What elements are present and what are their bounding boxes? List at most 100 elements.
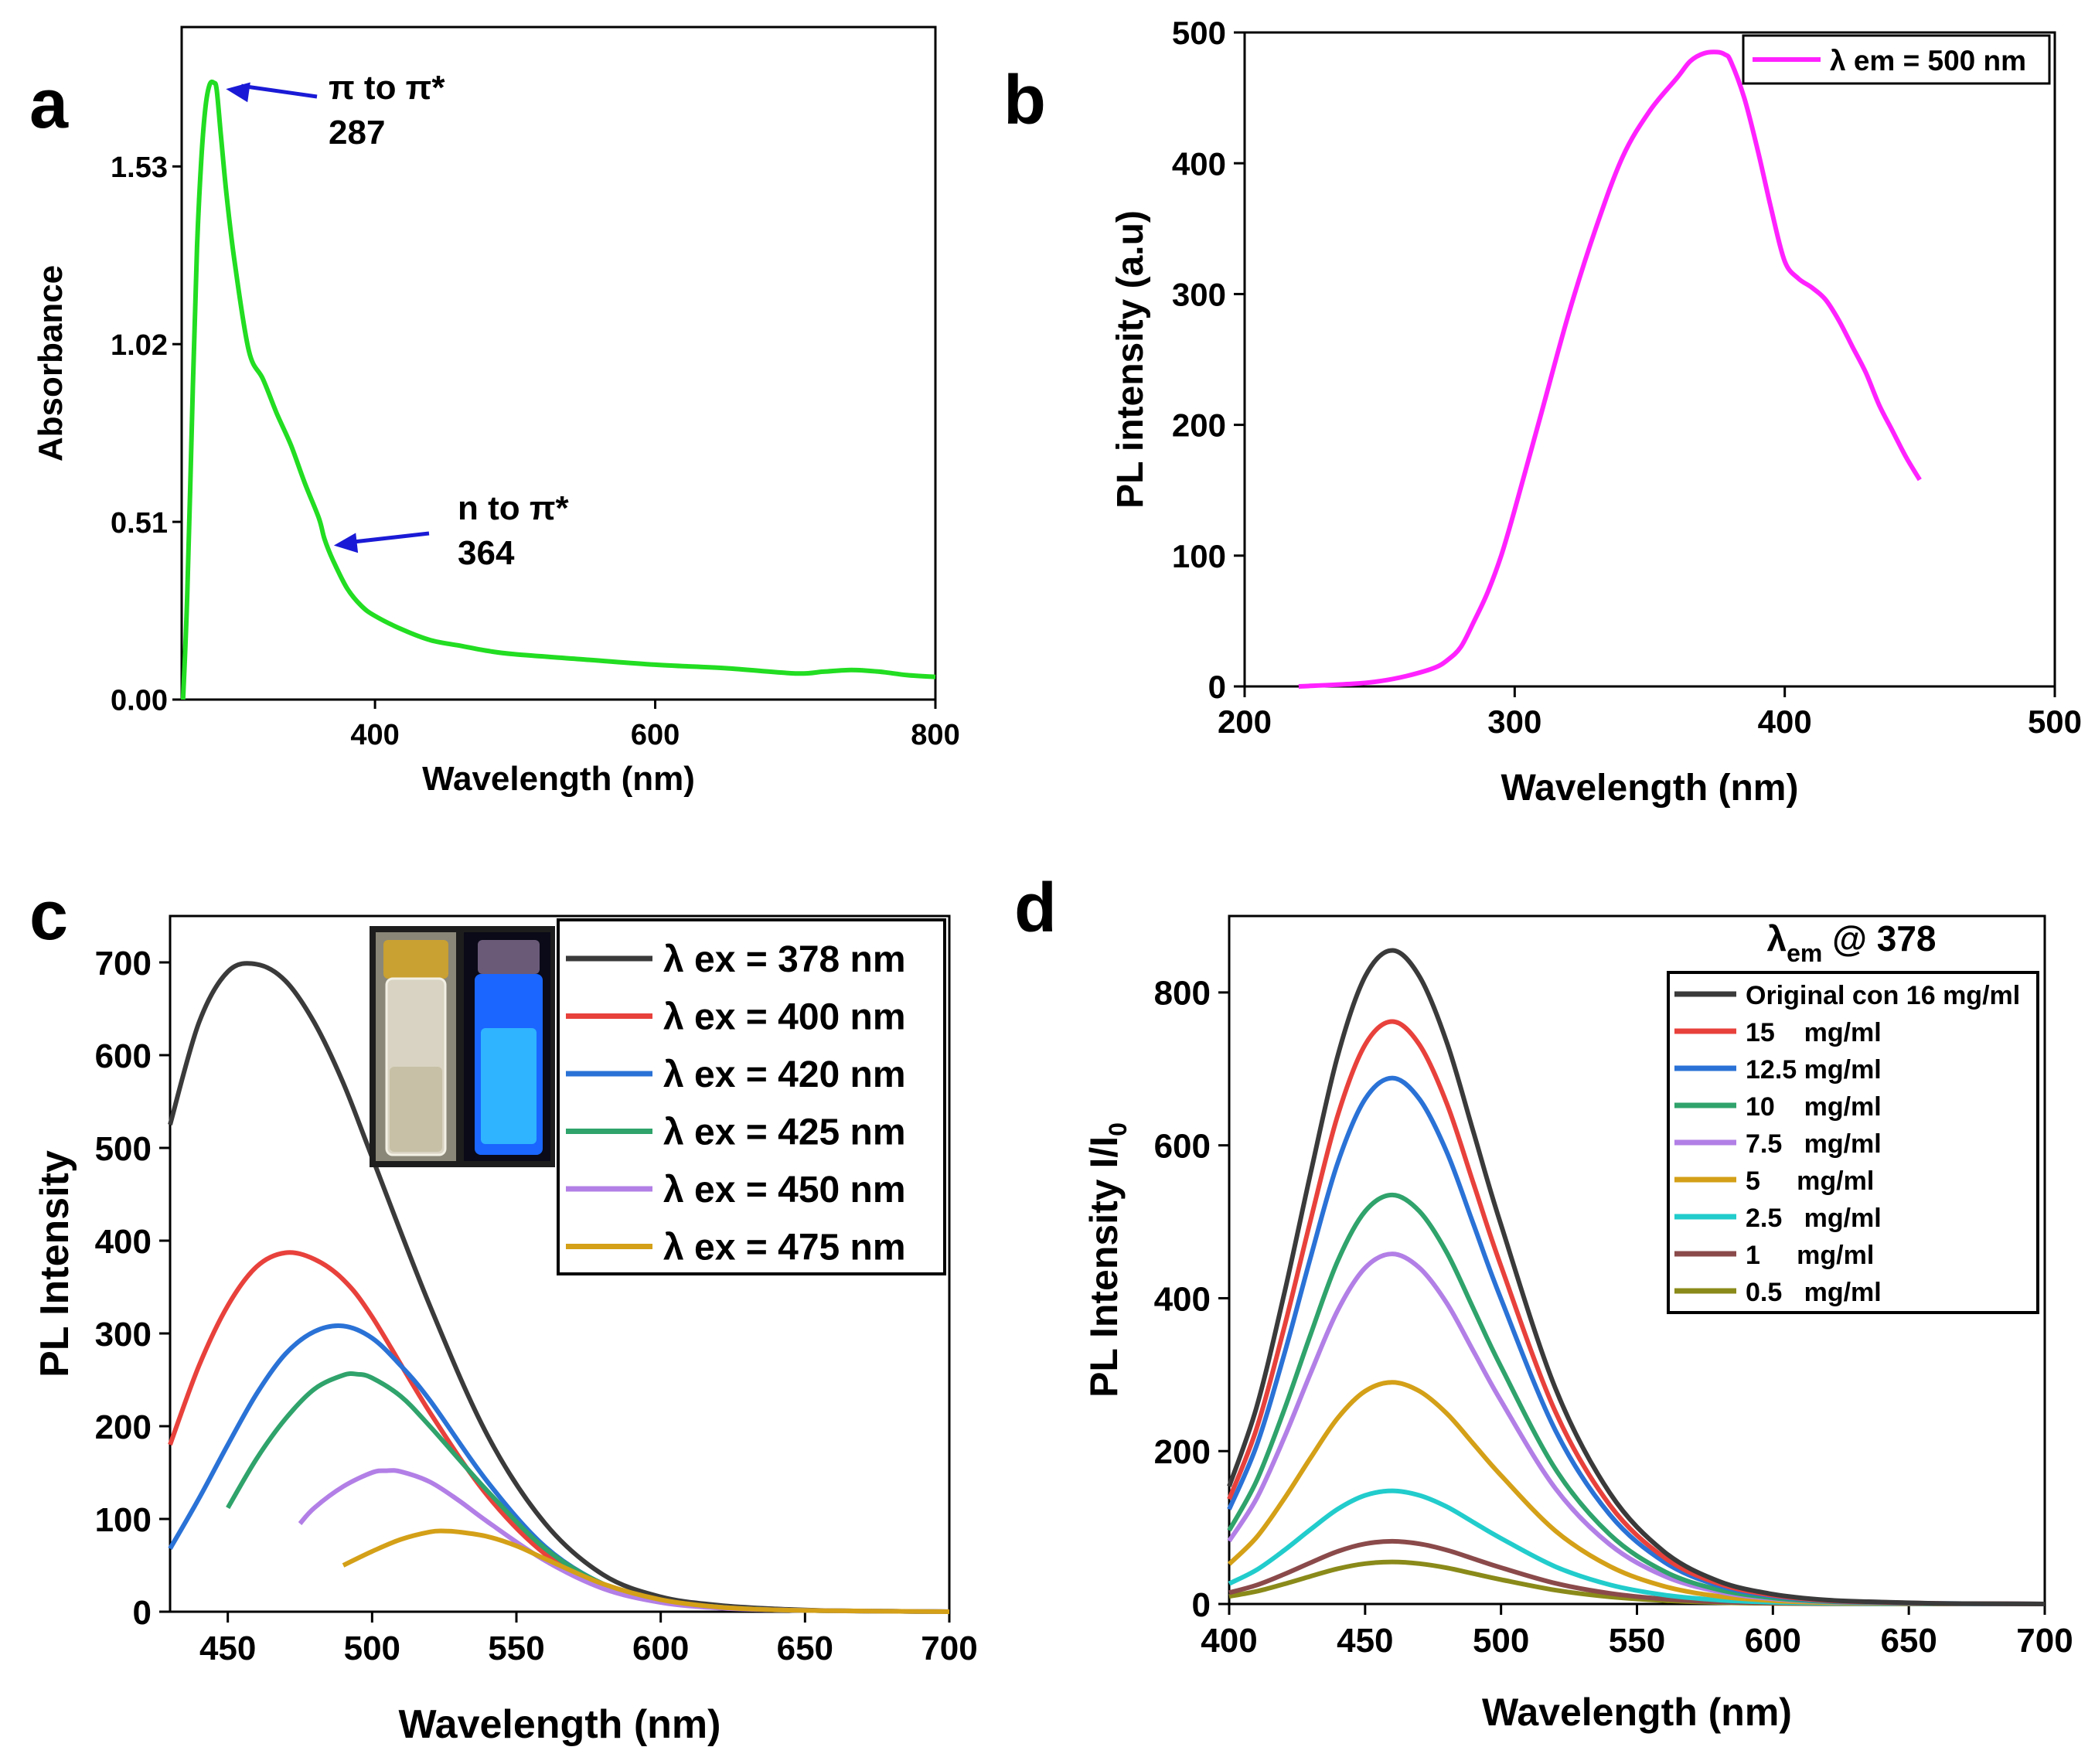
annotation-arrowhead: [226, 82, 250, 103]
legend-box: [557, 918, 946, 1275]
y-tick-label: 700: [95, 945, 152, 982]
series-line-6: [342, 1528, 950, 1614]
annotation-transition: π to π*: [329, 69, 445, 107]
vial-cap-right: [478, 940, 540, 974]
y-tick-label: 600: [95, 1037, 152, 1075]
legend-label: λ ex = 420 nm: [663, 1054, 906, 1095]
legend-label: λ ex = 378 nm: [663, 939, 906, 980]
y-tick-label: 0: [1208, 669, 1226, 705]
y-tick-label: 300: [95, 1316, 152, 1354]
y-tick-label: 1.53: [111, 152, 168, 184]
annotation-arrowhead: [333, 533, 359, 553]
y-axis-title: PL Intensity: [32, 1150, 77, 1377]
legend-label: Original con 16 mg/ml: [1746, 981, 2020, 1010]
x-tick-label: 550: [488, 1629, 544, 1667]
legend-label: 5 mg/ml: [1746, 1166, 1874, 1196]
x-tick-label: 600: [632, 1629, 689, 1667]
legend-label: 15 mg/ml: [1746, 1018, 1882, 1047]
vial-liquid-left: [390, 1067, 442, 1152]
legend-label: λ em = 500 nm: [1830, 45, 2026, 77]
y-tick-label: 400: [1154, 1280, 1211, 1318]
x-tick-label: 500: [344, 1629, 400, 1667]
x-axis-title: Wavelength (nm): [422, 760, 695, 798]
legend-label: 2.5 mg/ml: [1746, 1204, 1882, 1233]
x-tick-label: 550: [1609, 1622, 1665, 1660]
plot-frame: [1243, 31, 2056, 688]
y-axis-title-subscript: 0: [1104, 1122, 1132, 1136]
annotation-arrow: [240, 83, 318, 99]
y-tick-label: 1.02: [111, 329, 168, 362]
x-tick-label: 500: [2028, 703, 2082, 740]
y-tick-label: 300: [1172, 277, 1226, 313]
y-axis-title: PL Intensity I/I0: [1082, 1122, 1132, 1398]
panel-letter-b: b: [1003, 62, 1046, 139]
chart-panel-c: 450 500 550 600 650 700 0 100 200 300 400 500 600 700…: [32, 914, 978, 1747]
y-tick-label: 400: [1172, 145, 1226, 182]
x-tick-label: 650: [1880, 1622, 1937, 1660]
legend-label: λ ex = 450 nm: [663, 1170, 906, 1211]
x-tick-label: 600: [1745, 1622, 1801, 1660]
y-tick-label: 200: [1154, 1433, 1211, 1471]
legend-title-symbol: λ: [1766, 918, 1787, 959]
y-tick-label: 0.00: [111, 685, 168, 717]
y-axis-title: PL intensity (a.u): [1110, 210, 1151, 509]
vial-liquid-right: [481, 1028, 537, 1144]
y-tick-label: 800: [1154, 975, 1211, 1013]
y-tick-label: 400: [95, 1223, 152, 1261]
y-tick-label: 600: [1154, 1128, 1211, 1166]
x-tick-label: 450: [199, 1629, 256, 1667]
x-tick-label: 800: [911, 719, 959, 751]
x-tick-label: 200: [1218, 703, 1272, 740]
legend-label: λ ex = 475 nm: [663, 1228, 906, 1269]
x-axis-title: Wavelength (nm): [1501, 768, 1799, 809]
x-tick-label: 700: [921, 1629, 977, 1667]
panel-letter-d: d: [1014, 870, 1057, 947]
y-tick-label: 200: [95, 1408, 152, 1446]
legend-label: 12.5 mg/ml: [1746, 1055, 1882, 1085]
x-axis-title: Wavelength (nm): [399, 1702, 721, 1747]
annotation-arrow: [349, 531, 430, 545]
legend-title-subscript: em: [1787, 939, 1822, 967]
legend-title-text: @ 378: [1822, 918, 1936, 959]
annotation-transition: n to π*: [458, 489, 570, 527]
chart-panel-b: 200 300 400 500 0 100 200 300 400 500 Wavelength (…: [1110, 15, 2082, 809]
annotation-wavelength: 287: [329, 114, 385, 152]
absorbance-line: [180, 79, 936, 700]
legend-label: 7.5 mg/ml: [1746, 1129, 1882, 1159]
annotation-wavelength: 364: [458, 534, 515, 572]
y-tick-label: 100: [95, 1501, 152, 1539]
y-tick-label: 500: [95, 1130, 152, 1168]
y-axis-title: Absorbance: [32, 265, 70, 461]
legend-label: 0.5 mg/ml: [1746, 1278, 1882, 1307]
panel-letter-a: a: [29, 66, 69, 143]
vial-cap-left: [383, 940, 448, 979]
y-tick-label: 100: [1172, 538, 1226, 574]
x-tick-label: 700: [2016, 1622, 2073, 1660]
legend-label: 10 mg/ml: [1746, 1092, 1882, 1122]
x-tick-label: 400: [1201, 1622, 1257, 1660]
inset-vial-photo: [370, 926, 555, 1167]
plot-frame: [169, 914, 951, 1613]
plot-frame: [180, 26, 937, 701]
x-tick-label: 600: [631, 719, 680, 751]
y-tick-label: 0: [133, 1594, 152, 1632]
x-tick-label: 400: [350, 719, 399, 751]
legend-label: λ ex = 400 nm: [663, 997, 906, 1038]
y-tick-label: 200: [1172, 407, 1226, 444]
y-tick-label: 0.51: [111, 507, 168, 540]
chart-panel-a: 400 600 800 0.00 0.51 1.02 1.53 Wavelength (nm)…: [32, 26, 960, 798]
pl-emission-line: [1298, 49, 1922, 689]
x-tick-label: 650: [777, 1629, 833, 1667]
x-axis-title: Wavelength (nm): [1482, 1691, 1792, 1734]
x-tick-label: 400: [1758, 703, 1812, 740]
chart-panel-d: 400 450 500 550 600 650 700 0 200 400 600 800 Wavele…: [1082, 914, 2073, 1734]
x-tick-label: 500: [1473, 1622, 1529, 1660]
y-tick-label: 500: [1172, 15, 1226, 51]
panel-letter-c: c: [29, 877, 68, 955]
legend-title: λem @ 378: [1766, 918, 1936, 967]
legend-label: λ ex = 425 nm: [663, 1112, 906, 1153]
y-tick-label: 0: [1192, 1586, 1211, 1624]
x-tick-label: 300: [1487, 703, 1541, 740]
x-tick-label: 450: [1337, 1622, 1393, 1660]
